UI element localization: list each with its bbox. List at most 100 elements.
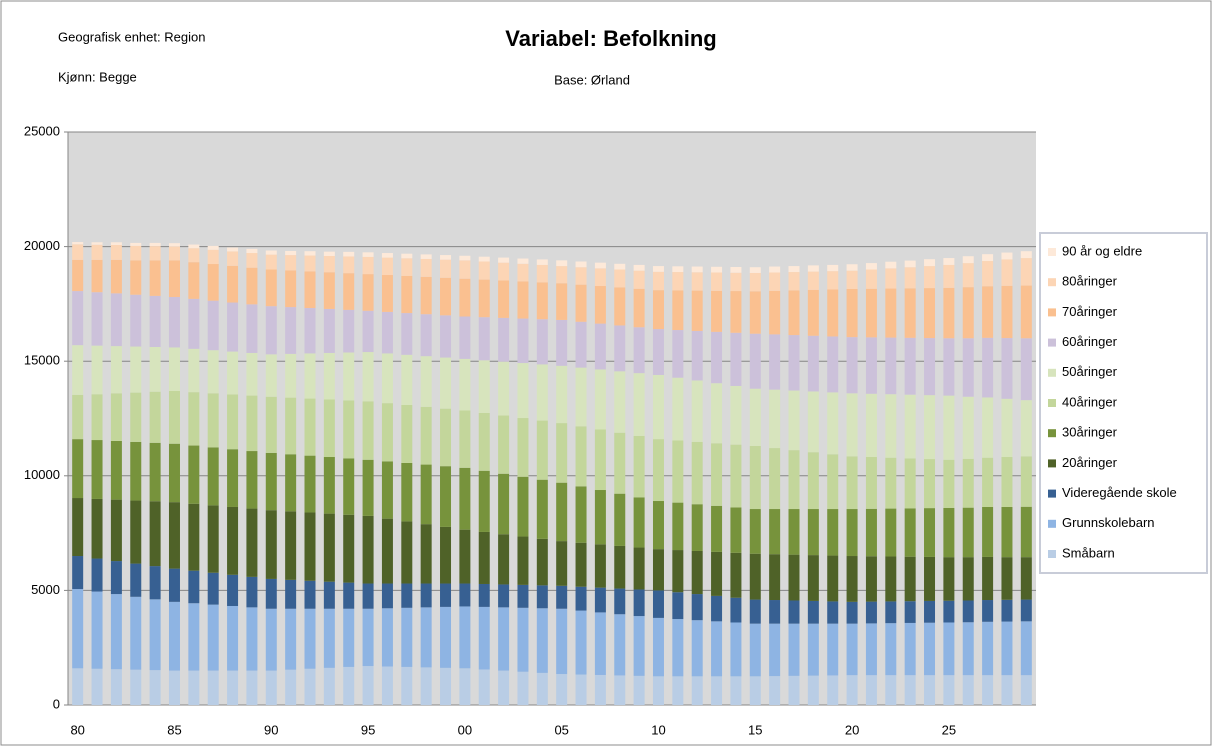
legend-swatch (1048, 248, 1056, 256)
bar-segment (575, 284, 587, 322)
bar-segment (110, 561, 122, 595)
bar-segment (1020, 285, 1032, 339)
bar-segment (459, 358, 471, 411)
bar-segment (885, 556, 897, 602)
bar-segment (381, 257, 393, 276)
bar-segment (285, 397, 297, 455)
bar-segment (556, 365, 568, 424)
bar-segment (769, 509, 781, 555)
bar-segment (168, 297, 180, 348)
bar-segment (343, 309, 355, 353)
bar-segment (265, 510, 277, 579)
bar-segment (885, 623, 897, 676)
bar-segment (323, 352, 335, 400)
bar-segment (130, 242, 142, 246)
bar-segment (652, 266, 664, 272)
bar-segment (91, 292, 103, 346)
bar-segment (401, 354, 413, 405)
bar-segment (672, 377, 684, 441)
bar-segment (130, 392, 142, 442)
bar-segment (304, 353, 316, 399)
bar-segment (556, 423, 568, 483)
legend-swatch (1048, 550, 1056, 558)
bar-segment (285, 669, 297, 705)
bar-segment (924, 556, 936, 601)
bar-segment (246, 304, 258, 353)
bar-segment (962, 675, 974, 705)
bar-segment (130, 563, 142, 597)
bar-segment (807, 675, 819, 705)
bar-segment (982, 337, 994, 398)
bar-segment (420, 667, 432, 705)
bar-segment (323, 251, 335, 256)
bar-segment (168, 601, 180, 671)
bar-segment (459, 467, 471, 530)
bar-segment (498, 473, 510, 535)
legend-swatch (1048, 399, 1056, 407)
bar-segment (594, 587, 606, 613)
bar-segment (285, 250, 297, 256)
legend-label: 60åringer (1062, 334, 1118, 349)
bar-segment (769, 272, 781, 291)
bar-segment (865, 675, 877, 705)
bar-segment (168, 243, 180, 247)
bar-segment (865, 457, 877, 509)
bar-segment (110, 259, 122, 294)
bar-segment (1020, 251, 1032, 259)
bar-segment (246, 607, 258, 671)
bar-segment (711, 443, 723, 506)
bar-segment (614, 269, 626, 288)
bar-segment (614, 614, 626, 676)
bar-segment (652, 617, 664, 677)
bar-segment (904, 394, 916, 459)
bar-segment (943, 507, 955, 558)
bar-segment (401, 607, 413, 667)
bar-segment (285, 353, 297, 398)
bar-segment (401, 313, 413, 355)
bar-segment (614, 371, 626, 433)
bar-segment (381, 518, 393, 584)
bar-segment (652, 676, 664, 705)
y-tick-label: 25000 (24, 123, 60, 138)
bar-segment (207, 249, 219, 265)
bar-segment (1001, 557, 1013, 600)
bar-segment (924, 600, 936, 623)
bar-segment (633, 675, 645, 705)
bar-segment (827, 601, 839, 624)
bar-segment (788, 290, 800, 336)
bar-segment (924, 459, 936, 509)
bar-segment (498, 280, 510, 318)
bar-segment (72, 242, 84, 245)
bar-segment (691, 594, 703, 621)
bar-segment (110, 293, 122, 347)
y-tick-label: 0 (53, 696, 60, 711)
bar-segment (943, 287, 955, 339)
bar-segment (478, 360, 490, 413)
bar-segment (614, 493, 626, 546)
bar-segment (1001, 506, 1013, 558)
bar-segment (749, 623, 761, 677)
bar-segment (652, 329, 664, 375)
bar-segment (188, 670, 200, 705)
bar-segment (304, 271, 316, 309)
bar-segment (885, 601, 897, 624)
bar-segment (130, 294, 142, 347)
bar-segment (904, 288, 916, 338)
bar-segment (285, 579, 297, 609)
bar-segment (982, 621, 994, 676)
bar-segment (440, 583, 452, 607)
bar-segment (904, 601, 916, 623)
bar-segment (846, 264, 858, 271)
legend-label: 50åringer (1062, 364, 1118, 379)
legend-label: 80åringer (1062, 274, 1118, 289)
bar-segment (711, 505, 723, 552)
y-tick-label: 20000 (24, 238, 60, 253)
bar-segment (91, 591, 103, 669)
bar-segment (769, 676, 781, 705)
bar-segment (72, 394, 84, 440)
bar-segment (827, 336, 839, 393)
bar-segment (788, 623, 800, 676)
bar-segment (865, 623, 877, 676)
bar-segment (517, 418, 529, 477)
bar-segment (614, 588, 626, 615)
